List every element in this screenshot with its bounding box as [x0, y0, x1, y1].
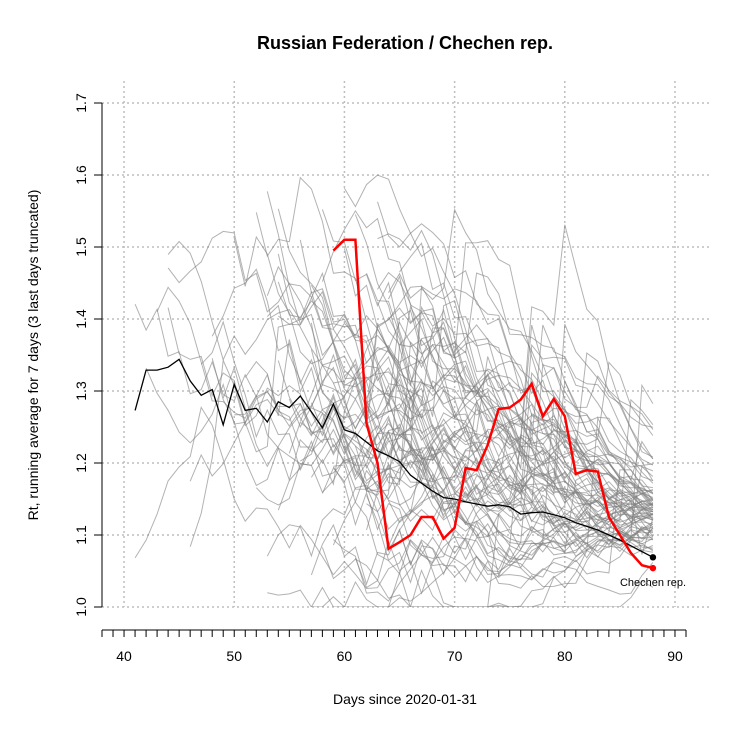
- country-line-group: [134, 358, 657, 561]
- x-tick-label: 60: [337, 648, 353, 664]
- y-tick-label: 1.1: [73, 525, 89, 545]
- x-tick-label: 70: [447, 648, 463, 664]
- x-tick-label: 40: [116, 648, 132, 664]
- region-line: [377, 301, 654, 510]
- y-axis-label: Rt, running average for 7 days (3 last d…: [25, 190, 41, 521]
- highlight-end-point: [649, 564, 657, 572]
- region-line: [388, 308, 654, 495]
- region-line: [388, 360, 654, 495]
- region-line: [377, 394, 654, 530]
- region-line: [255, 305, 654, 506]
- y-tick-label: 1.5: [73, 237, 89, 257]
- region-line: [200, 320, 653, 578]
- region-line: [167, 240, 654, 483]
- chart-title: Russian Federation / Chechen rep.: [257, 33, 553, 53]
- region-line: [343, 224, 654, 460]
- region-line: [343, 174, 654, 506]
- region-line: [354, 478, 654, 595]
- region-line: [388, 207, 654, 440]
- region-line: [377, 201, 654, 506]
- region-line: [277, 313, 654, 525]
- region-line: [366, 436, 654, 519]
- region-line: [333, 464, 654, 575]
- region-line: [267, 324, 654, 607]
- region-line: [366, 495, 654, 584]
- x-tick-label: 50: [226, 648, 242, 664]
- region-line: [321, 209, 654, 496]
- region-line: [277, 281, 654, 557]
- y-tick-label: 1.3: [73, 381, 89, 401]
- region-line: [266, 265, 654, 551]
- region-line: [366, 449, 654, 548]
- region-line: [310, 521, 653, 586]
- region-line: [310, 285, 654, 496]
- highlight-annotation: Chechen rep.: [620, 577, 686, 589]
- region-line: [321, 425, 654, 595]
- highlight-series-line: [332, 238, 654, 570]
- region-line: [333, 528, 653, 602]
- y-tick-label: 1.7: [73, 93, 89, 113]
- x-tick-label: 90: [667, 648, 683, 664]
- region-line: [277, 208, 654, 515]
- region-line: [388, 415, 654, 607]
- region-line: [399, 530, 653, 607]
- region-line: [377, 271, 654, 502]
- region-line: [211, 358, 654, 553]
- region-line: [299, 309, 654, 526]
- axes: 1.0 1.1 1.2 1.3 1.4 1.5 1.6 1.7 40 50 60 70 80 90: [73, 93, 687, 664]
- region-line: [222, 345, 653, 532]
- region-line: [332, 285, 653, 510]
- region-line: [156, 286, 653, 556]
- x-tick-label: 80: [557, 648, 573, 664]
- region-lines: [134, 174, 654, 607]
- country-end-point: [649, 554, 657, 561]
- y-tick-label: 1.6: [73, 165, 89, 185]
- region-line: [377, 387, 653, 504]
- region-line: [300, 395, 654, 522]
- highlight-line-group: [332, 238, 657, 572]
- region-line: [355, 425, 654, 538]
- y-tick-label: 1.0: [73, 597, 89, 617]
- region-line: [134, 406, 653, 590]
- region-line: [343, 433, 654, 561]
- region-line: [399, 242, 654, 516]
- y-tick-label: 1.2: [73, 453, 89, 473]
- x-axis-label: Days since 2020-01-31: [333, 691, 477, 707]
- y-tick-label: 1.4: [73, 309, 89, 329]
- region-line: [288, 381, 653, 516]
- country-series-line: [134, 358, 654, 558]
- region-line: [332, 466, 654, 584]
- region-line: [366, 352, 654, 458]
- region-line: [321, 486, 653, 607]
- region-line: [377, 229, 654, 501]
